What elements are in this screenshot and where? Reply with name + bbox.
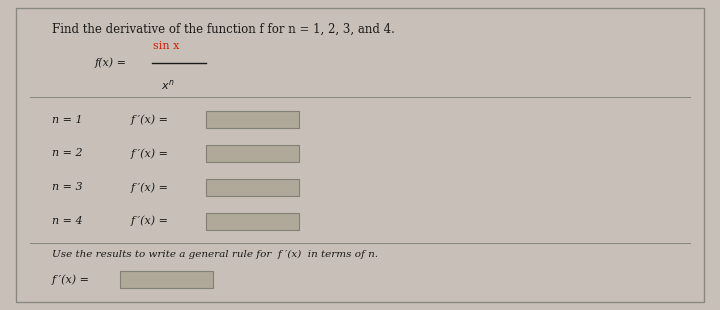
Text: n = 2: n = 2 bbox=[52, 148, 82, 158]
FancyBboxPatch shape bbox=[120, 271, 213, 288]
Text: Use the results to write a general rule for  f ′(x)  in terms of n.: Use the results to write a general rule … bbox=[52, 250, 377, 259]
Text: n = 4: n = 4 bbox=[52, 216, 82, 226]
Text: f ′(x) =: f ′(x) = bbox=[52, 274, 89, 285]
FancyBboxPatch shape bbox=[206, 145, 299, 162]
Text: f ′(x) =: f ′(x) = bbox=[130, 114, 168, 125]
Text: f ′(x) =: f ′(x) = bbox=[130, 148, 168, 159]
Text: n = 3: n = 3 bbox=[52, 182, 82, 192]
Text: f ′(x) =: f ′(x) = bbox=[130, 182, 168, 193]
FancyBboxPatch shape bbox=[206, 179, 299, 196]
Text: sin x: sin x bbox=[153, 41, 180, 51]
Text: Find the derivative of the function f for n = 1, 2, 3, and 4.: Find the derivative of the function f fo… bbox=[52, 23, 395, 36]
FancyBboxPatch shape bbox=[206, 213, 299, 229]
FancyBboxPatch shape bbox=[16, 7, 704, 303]
Text: $x^n$: $x^n$ bbox=[161, 78, 174, 91]
Text: f(x) =: f(x) = bbox=[94, 58, 130, 68]
FancyBboxPatch shape bbox=[206, 111, 299, 128]
Text: f ′(x) =: f ′(x) = bbox=[130, 216, 168, 226]
Text: n = 1: n = 1 bbox=[52, 115, 82, 125]
